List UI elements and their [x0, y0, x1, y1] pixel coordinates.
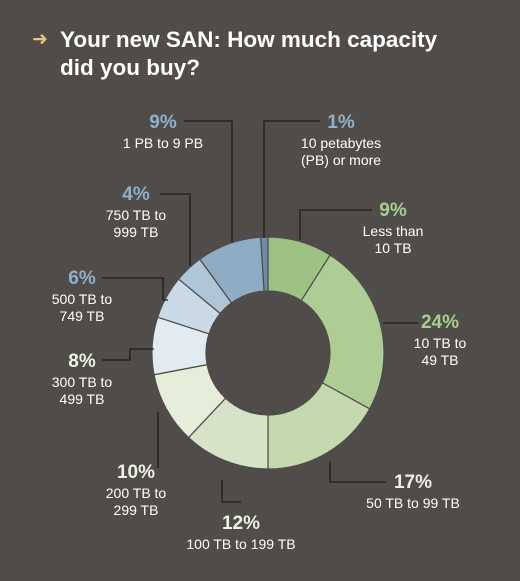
category-label-9-1: (PB) or more: [301, 152, 381, 168]
category-label-8-0: 1 PB to 9 PB: [123, 135, 203, 151]
title-line-2: did you buy?: [60, 55, 200, 80]
pct-label-6: 6%: [68, 268, 96, 289]
category-label-1-0: 10 TB to: [414, 335, 467, 351]
pct-label-3: 12%: [222, 513, 260, 534]
leader-line-6: [102, 277, 168, 301]
leader-line-3: [221, 480, 241, 503]
category-label-4-1: 299 TB: [114, 502, 159, 518]
category-label-5-0: 300 TB to: [52, 374, 113, 390]
pct-label-1: 24%: [421, 312, 459, 333]
category-label-5-1: 499 TB: [60, 391, 105, 407]
pct-label-0: 9%: [379, 200, 407, 221]
category-label-4-0: 200 TB to: [106, 485, 167, 501]
leader-line-2: [329, 461, 386, 483]
title-line-1: Your new SAN: How much capacity: [60, 27, 438, 52]
category-label-6-0: 500 TB to: [52, 291, 113, 307]
pct-label-9: 1%: [327, 112, 355, 133]
category-label-2-0: 50 TB to 99 TB: [366, 495, 460, 511]
donut-slices: [151, 236, 385, 470]
leader-line-9: [263, 120, 320, 238]
category-label-9-0: 10 petabytes: [301, 135, 381, 151]
leader-lines: [102, 120, 418, 503]
slice-1: [300, 254, 385, 410]
category-label-6-1: 749 TB: [60, 308, 105, 324]
slice-9: [260, 236, 269, 292]
category-label-3-0: 100 TB to 199 TB: [186, 536, 295, 552]
category-label-0-1: 10 TB: [374, 240, 411, 256]
pct-label-8: 9%: [149, 112, 177, 133]
pct-label-2: 17%: [394, 472, 432, 493]
category-label-7-0: 750 TB to: [106, 207, 167, 223]
pct-label-5: 8%: [68, 351, 96, 372]
leader-line-8: [184, 120, 233, 242]
arrow-right-icon: ➜: [32, 29, 48, 50]
chart-title: ➜ Your new SAN: How much capacity did yo…: [32, 26, 494, 82]
category-label-7-1: 999 TB: [114, 224, 159, 240]
leader-line-5: [102, 348, 154, 361]
category-label-0-0: Less than: [363, 223, 424, 239]
pct-label-4: 10%: [117, 462, 155, 483]
pct-label-7: 4%: [122, 184, 150, 205]
leader-line-0: [299, 209, 372, 240]
leader-line-7: [160, 193, 191, 266]
category-label-1-1: 49 TB: [421, 352, 458, 368]
